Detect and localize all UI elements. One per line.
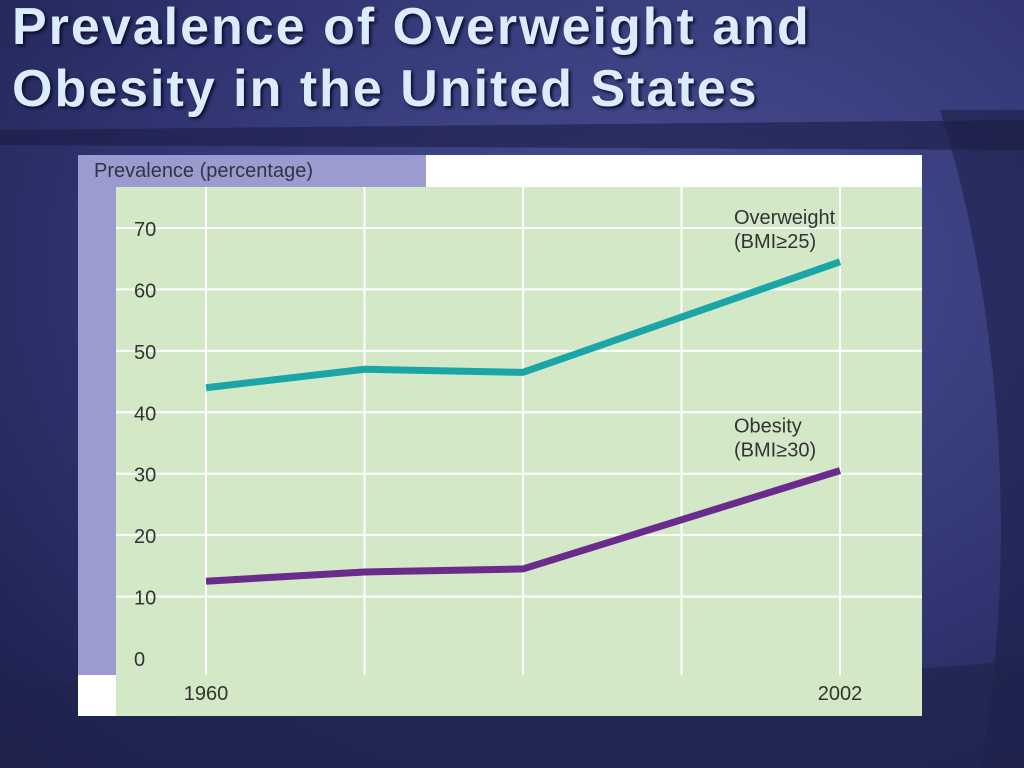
x-tick-label: 2002 [818, 683, 863, 705]
series-label: Overweight [734, 207, 836, 229]
y-tick-label: 70 [134, 219, 156, 241]
slide-title: Prevalence of Overweight and Obesity in … [12, 0, 811, 118]
chart-svg: Prevalence (percentage) 0 10 20 30 40 50 60 70 19… [78, 155, 922, 716]
series-label: (BMI≥30) [734, 440, 816, 462]
x-tick-label: 1960 [184, 683, 229, 705]
ylabel-band-side [78, 155, 116, 675]
y-tick-label: 10 [134, 588, 156, 610]
series-label: (BMI≥25) [734, 231, 816, 253]
y-tick-label: 0 [134, 649, 145, 671]
series-line-overweight [205, 258, 842, 392]
y-tick-label: 20 [134, 526, 156, 548]
y-tick-label: 50 [134, 342, 156, 364]
y-tick-label: 60 [134, 280, 156, 302]
chart-card: Prevalence (percentage) 0 10 20 30 40 50 60 70 19… [78, 155, 922, 716]
background-curve [940, 110, 1024, 768]
y-axis-label: Prevalence (percentage) [94, 160, 313, 182]
y-tick-label: 40 [134, 403, 156, 425]
series-line-obesity [205, 467, 842, 585]
y-tick-label: 30 [134, 465, 156, 487]
background-swoosh [0, 120, 1024, 150]
plot-area [116, 187, 922, 716]
ylabel-band-top [78, 155, 426, 187]
series-label: Obesity [734, 416, 802, 438]
